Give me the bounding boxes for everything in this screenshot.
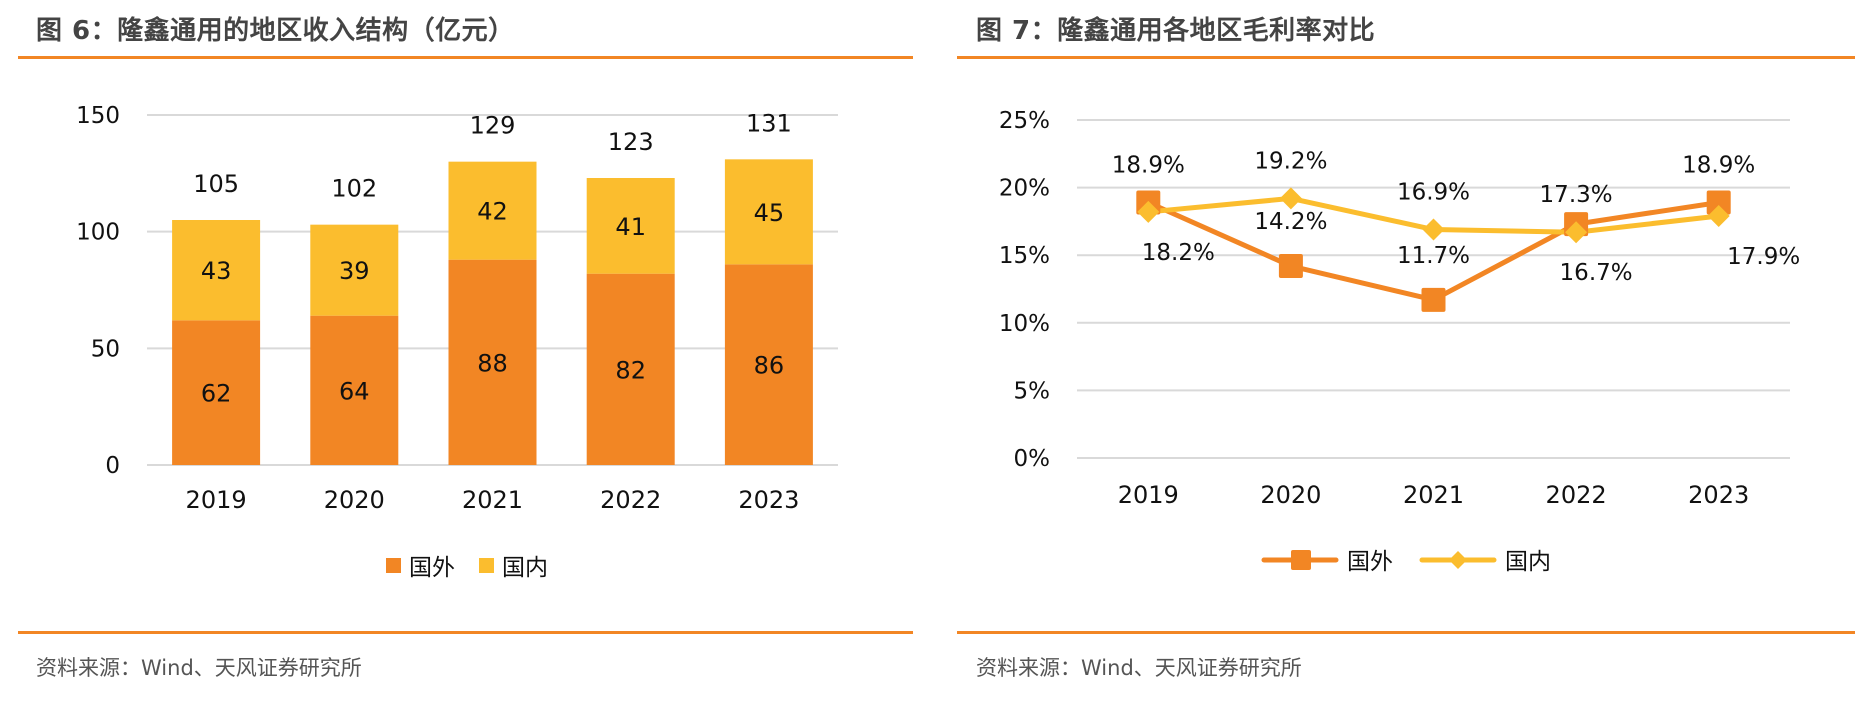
data-label-overseas: 18.9%: [1682, 152, 1755, 178]
bar-data-label-domestic: 41: [615, 213, 646, 241]
gross-margin-line-chart: 0% 5% 10% 15% 20% 25% 2019 2020 2021 2022 2023 18.9…: [999, 108, 1800, 575]
bar-total-label: 102: [331, 175, 377, 203]
figure-6-bottom-rule: [18, 631, 913, 634]
bar-total-label: 123: [608, 128, 654, 156]
legend-marker-diamond-icon: [1449, 551, 1467, 569]
bar-x-tick-label: 2023: [738, 486, 799, 514]
line-x-tick-label: 2021: [1403, 481, 1464, 509]
bar-segment-domestic: [172, 220, 261, 321]
bar-segment-overseas: [586, 273, 675, 465]
line-x-tick-label: 2023: [1688, 481, 1749, 509]
data-label-overseas: 18.9%: [1112, 152, 1185, 178]
data-label-domestic: 16.9%: [1397, 180, 1470, 206]
legend-label-domestic: 国内: [1505, 549, 1551, 575]
legend-label-domestic: 国内: [502, 555, 548, 581]
line-x-tick-label: 2022: [1546, 481, 1607, 509]
figure-6-title: 图 6：隆鑫通用的地区收入结构（亿元）: [36, 16, 515, 46]
bar-data-label-overseas: 82: [615, 356, 646, 384]
data-label-overseas: 11.7%: [1397, 243, 1470, 269]
figure-7-bottom-rule: [957, 631, 1855, 634]
figure-7-source: 资料来源：Wind、天风证券研究所: [976, 656, 1302, 680]
bar-x-tick-label: 2021: [462, 486, 523, 514]
data-label-domestic: 17.9%: [1727, 244, 1800, 270]
bar-data-label-domestic: 45: [754, 199, 785, 227]
legend-swatch-overseas: [386, 558, 401, 573]
line-y-tick-label: 15%: [999, 243, 1050, 269]
marker-diamond-domestic: [1565, 221, 1588, 244]
marker-diamond-domestic: [1137, 200, 1160, 223]
bar-y-tick-label: 150: [76, 103, 120, 129]
bar-x-tick-label: 2022: [600, 486, 661, 514]
bar-data-label-overseas: 86: [754, 352, 785, 380]
bar-total-label: 105: [193, 170, 239, 198]
bar-data-label-overseas: 64: [339, 377, 370, 405]
bar-data-label-overseas: 62: [201, 380, 232, 408]
bar-segment-domestic: [724, 159, 813, 265]
marker-square-overseas: [1421, 287, 1446, 312]
line-x-tick-label: 2020: [1260, 481, 1321, 509]
bar-data-label-overseas: 88: [477, 349, 508, 377]
line-y-tick-label: 10%: [999, 311, 1050, 337]
bar-total-label: 131: [746, 109, 792, 137]
data-label-domestic: 19.2%: [1254, 148, 1327, 174]
marker-diamond-domestic: [1422, 218, 1445, 241]
marker-diamond-domestic: [1279, 187, 1302, 210]
bar-segment-overseas: [310, 315, 399, 465]
bar-segment-overseas: [724, 264, 813, 465]
marker-square-overseas: [1278, 254, 1303, 279]
bar-y-tick-label: 0: [105, 453, 120, 479]
figure-7-title: 图 7：隆鑫通用各地区毛利率对比: [976, 16, 1376, 46]
data-label-overseas: 17.3%: [1540, 182, 1613, 208]
line-y-tick-label: 25%: [999, 108, 1050, 134]
bar-segment-domestic: [448, 161, 537, 260]
bar-data-label-domestic: 42: [477, 198, 508, 226]
figure-6-top-rule: [18, 56, 913, 59]
bar-segment-overseas: [448, 259, 537, 465]
bar-y-tick-label: 50: [91, 336, 120, 362]
line-y-tick-label: 5%: [1014, 378, 1051, 404]
line-y-tick-label: 0%: [1014, 446, 1051, 472]
legend-marker-square-icon: [1291, 550, 1311, 570]
bar-segment-domestic: [586, 178, 675, 274]
revenue-structure-bar-chart: 0 50 100 150 62 43 105 2019 64 39 102 2020 88 42 129 20…: [76, 103, 838, 581]
data-label-domestic: 16.7%: [1560, 260, 1633, 286]
line-y-tick-label: 20%: [999, 176, 1050, 202]
legend-swatch-domestic: [479, 558, 494, 573]
data-label-overseas: 14.2%: [1254, 209, 1327, 235]
marker-diamond-domestic: [1707, 204, 1730, 227]
marker-square-overseas: [1706, 190, 1731, 215]
legend-label-overseas: 国外: [409, 555, 455, 581]
bar-data-label-domestic: 39: [339, 257, 370, 285]
bar-segment-overseas: [172, 320, 261, 465]
bar-total-label: 129: [470, 112, 516, 140]
bar-x-tick-label: 2020: [324, 486, 385, 514]
legend-label-overseas: 国外: [1347, 549, 1393, 575]
bar-segment-domestic: [310, 224, 399, 316]
line-x-tick-label: 2019: [1118, 481, 1179, 509]
bar-x-tick-label: 2019: [186, 486, 247, 514]
figure-6-source: 资料来源：Wind、天风证券研究所: [36, 656, 362, 680]
data-label-domestic: 18.2%: [1142, 240, 1215, 266]
figure-7-top-rule: [957, 56, 1855, 59]
bar-y-tick-label: 100: [76, 220, 120, 246]
bar-data-label-domestic: 43: [201, 257, 232, 285]
